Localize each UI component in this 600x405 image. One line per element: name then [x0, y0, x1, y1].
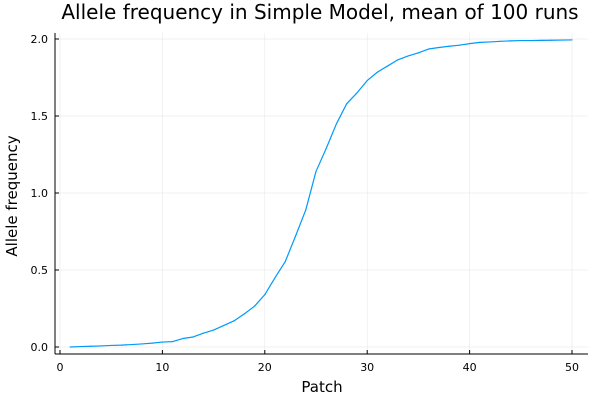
data-point-27 — [346, 103, 348, 105]
data-point-10 — [172, 341, 174, 343]
data-point-15 — [223, 324, 225, 327]
data-point-43 — [509, 40, 512, 42]
data-point-9 — [161, 341, 163, 343]
data-point-30 — [376, 71, 379, 73]
data-point-36 — [438, 46, 440, 49]
data-point-23 — [305, 209, 307, 211]
x-tick-label-3: 30 — [360, 361, 374, 374]
data-point-22 — [294, 235, 297, 237]
data-point-39 — [469, 43, 471, 45]
data-point-3 — [100, 345, 102, 347]
data-point-28 — [356, 92, 358, 94]
data-point-41 — [489, 41, 491, 43]
data-point-0 — [69, 346, 71, 348]
data-point-12 — [192, 336, 194, 338]
data-point-34 — [417, 52, 419, 54]
data-point-18 — [253, 305, 256, 307]
chart-title: Allele frequency in Simple Model, mean o… — [61, 0, 578, 24]
data-point-26 — [335, 123, 338, 125]
y-axis-label: Allele frequency — [3, 135, 21, 256]
data-point-32 — [397, 59, 399, 61]
x-tick-label-1: 10 — [155, 361, 169, 374]
data-point-45 — [530, 39, 532, 42]
data-point-8 — [151, 342, 153, 344]
data-point-29 — [366, 79, 368, 82]
y-tick-label-4: 2.0 — [31, 33, 49, 46]
data-point-19 — [264, 294, 266, 296]
data-point-42 — [499, 40, 501, 42]
x-tick-label-5: 50 — [565, 361, 579, 374]
x-tick-label-4: 40 — [463, 361, 477, 374]
data-point-44 — [520, 39, 522, 42]
axes — [54, 33, 588, 355]
data-point-40 — [479, 41, 481, 43]
data-point-47 — [550, 39, 553, 41]
data-point-16 — [233, 320, 235, 322]
series-layer — [69, 39, 573, 348]
data-point-20 — [274, 277, 276, 279]
data-point-6 — [131, 343, 133, 346]
data-point-1 — [79, 345, 82, 348]
data-point-25 — [325, 147, 327, 149]
ticks: 0 10 20 30 40 50 0.0 0.5 1.0 1.5 2.0 — [31, 33, 580, 374]
y-tick-label-2: 1.0 — [31, 187, 49, 200]
y-tick-label-1: 0.5 — [31, 264, 49, 277]
data-point-14 — [213, 329, 215, 331]
data-point-46 — [540, 39, 542, 41]
data-point-7 — [141, 343, 143, 345]
y-tick-label-3: 1.5 — [31, 110, 49, 123]
data-point-5 — [120, 344, 123, 346]
x-tick-label-2: 20 — [258, 361, 272, 374]
data-point-24 — [315, 170, 317, 173]
data-point-11 — [182, 337, 184, 340]
x-tick-label-0: 0 — [57, 361, 64, 374]
data-point-17 — [243, 313, 245, 315]
data-point-2 — [90, 345, 92, 347]
x-axis-label: Patch — [301, 378, 342, 396]
y-tick-label-0: 0.0 — [31, 341, 49, 354]
grid — [55, 33, 588, 354]
data-point-48 — [561, 39, 563, 41]
data-point-38 — [458, 44, 460, 46]
series-line-0 — [70, 39, 573, 348]
data-point-21 — [284, 260, 286, 263]
data-point-35 — [428, 48, 430, 50]
data-point-13 — [202, 332, 204, 334]
data-point-49 — [571, 39, 573, 41]
data-point-33 — [407, 55, 409, 57]
data-point-31 — [387, 65, 389, 67]
data-point-37 — [448, 45, 450, 47]
data-point-4 — [110, 344, 112, 347]
